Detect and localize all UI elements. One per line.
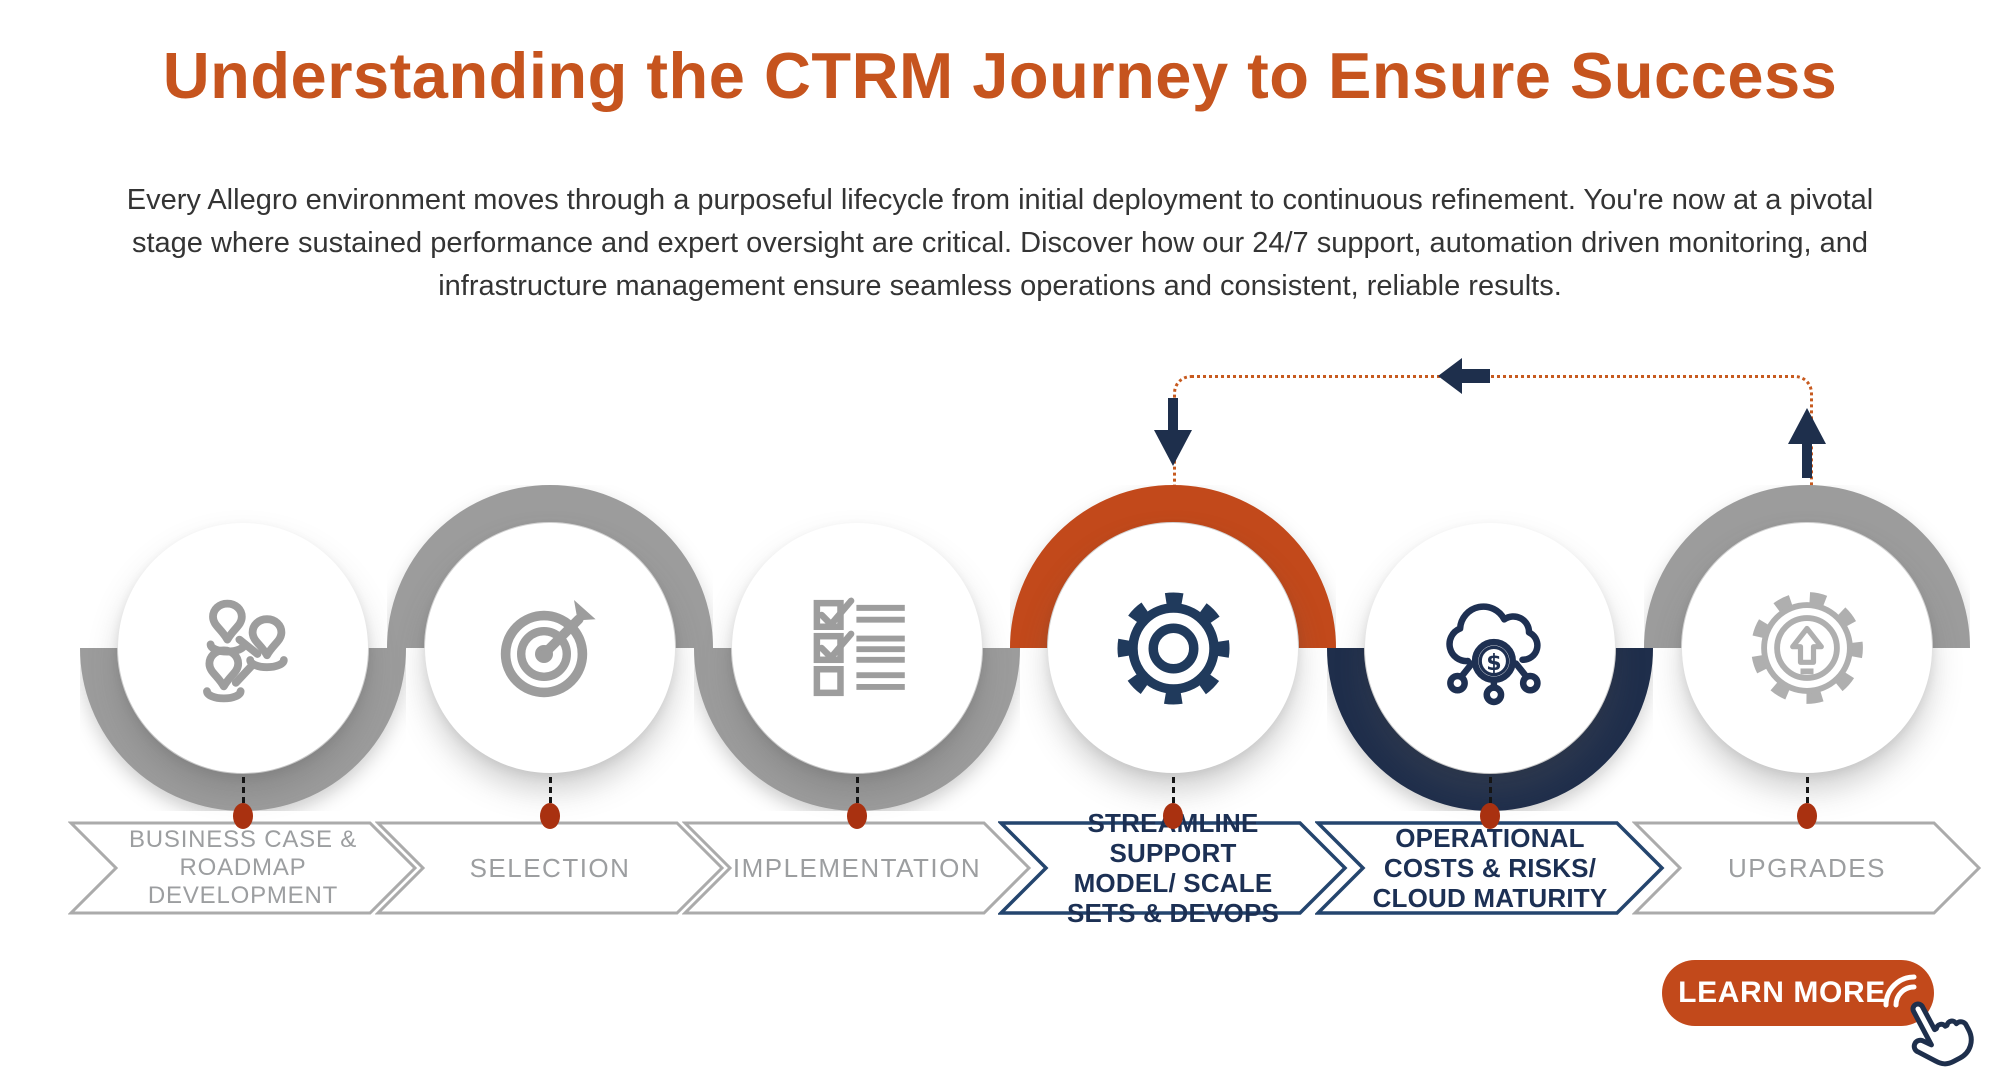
stage-marker-dot	[1480, 803, 1500, 829]
chevron-label: UPGRADES	[1728, 852, 1886, 883]
chevron-banner	[682, 821, 1032, 915]
stage-circle	[732, 523, 982, 773]
up-arrow-icon	[1788, 408, 1826, 478]
chevron-banner	[68, 821, 418, 915]
stage-connector-line	[1806, 777, 1809, 803]
chevron-label: OPERATIONAL COSTS & RISKS/ CLOUD MATURIT…	[1372, 822, 1608, 914]
stage-circle	[118, 523, 368, 773]
feedback-loop-line	[1173, 375, 1813, 490]
stage-connector-line	[242, 777, 245, 803]
stage-connector-line	[1172, 777, 1175, 803]
gear-upgrade-icon	[1751, 592, 1863, 704]
stage-connector-line	[549, 777, 552, 803]
down-arrow-icon	[1154, 398, 1192, 466]
intro-text: Every Allegro environment moves through …	[126, 184, 1874, 302]
left-arrow-icon	[1438, 358, 1490, 394]
chevron-banner	[998, 821, 1348, 915]
stage-circle	[425, 523, 675, 773]
gear-icon	[1116, 591, 1230, 705]
target-icon	[500, 600, 596, 698]
stage-connector-line	[1489, 777, 1492, 803]
svg-text:$: $	[1486, 650, 1501, 676]
stage-marker-dot	[1797, 803, 1817, 829]
cloud-cost-icon: $	[1446, 603, 1541, 706]
page-title: Understanding the CTRM Journey to Ensure…	[162, 39, 1838, 112]
chevron-banner	[1315, 821, 1665, 915]
chevron-banner	[375, 821, 725, 915]
chevron-label: SELECTION	[469, 852, 631, 883]
stage-marker-dot	[847, 803, 867, 829]
chevron-label: STREAMLINE SUPPORT MODEL/ SCALE SETS & D…	[1066, 808, 1280, 929]
stage-marker-dot	[540, 803, 560, 829]
route-icon	[203, 599, 288, 703]
stage-circle: $	[1365, 523, 1615, 773]
chevron-banner	[1632, 821, 1982, 915]
stage-circle	[1048, 523, 1298, 773]
learn-more-button[interactable]: LEARN MORE	[1662, 960, 1934, 1026]
stage-circle	[1682, 523, 1932, 773]
stage-marker-dot	[233, 803, 253, 829]
chevron-label: BUSINESS CASE & ROADMAP DEVELOPMENT	[128, 826, 358, 909]
stage-marker-dot	[1163, 803, 1183, 829]
stage-connector-line	[856, 777, 859, 803]
chevron-label: IMPLEMENTATION	[732, 852, 982, 883]
checklist-icon	[813, 597, 905, 697]
